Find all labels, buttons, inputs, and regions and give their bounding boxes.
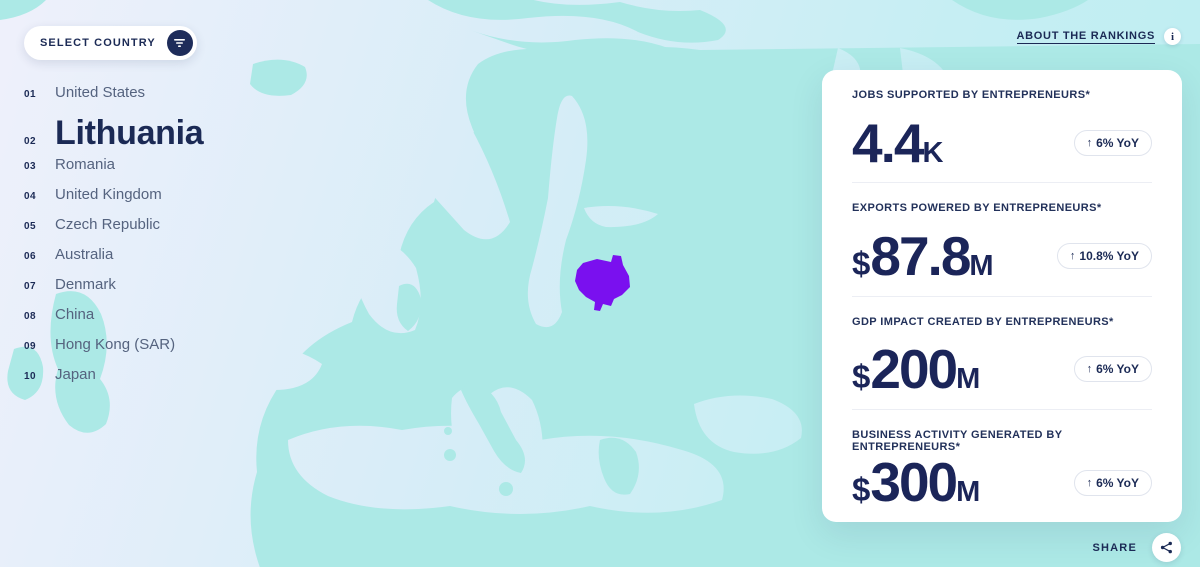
rank-number: 03	[24, 161, 37, 172]
metric-label: JOBS SUPPORTED BY ENTREPRENEURS*	[852, 89, 1091, 101]
rank-country: Denmark	[55, 276, 116, 293]
ranking-item-01[interactable]: 01 United States	[24, 84, 324, 114]
yoy-badge-text: 6% YoY	[1096, 135, 1139, 150]
rank-number: 09	[24, 341, 37, 352]
rank-country: Hong Kong (SAR)	[55, 336, 176, 353]
up-arrow-icon: ↑	[1086, 476, 1093, 489]
ranking-item-09[interactable]: 09 Hong Kong (SAR)	[24, 336, 324, 366]
rank-number: 10	[24, 371, 37, 382]
share-area: SHARE	[1092, 533, 1181, 562]
rank-country: Czech Republic	[55, 216, 161, 233]
rank-country: Australia	[55, 246, 114, 263]
rank-country: Lithuania	[55, 114, 204, 152]
ranking-item-07[interactable]: 07 Denmark	[24, 276, 324, 306]
land-details	[396, 283, 672, 524]
rank-number: 07	[24, 281, 37, 292]
select-country-button[interactable]: SELECT COUNTRY	[24, 26, 197, 60]
filter-icon	[166, 30, 193, 56]
select-country-label: SELECT COUNTRY	[40, 37, 156, 49]
yoy-badge-text: 10.8% YoY	[1079, 249, 1139, 264]
yoy-badge: ↑ 6% YoY	[1073, 469, 1152, 496]
metric-jobs: JOBS SUPPORTED BY ENTREPRENEURS* 4.4K ↑ …	[852, 70, 1152, 182]
yoy-badge-text: 6% YoY	[1096, 362, 1139, 377]
yoy-badge-text: 6% YoY	[1096, 475, 1139, 490]
metric-exports: EXPORTS POWERED BY ENTREPRENEURS* $87.8M…	[852, 182, 1152, 295]
rank-number: 05	[24, 221, 37, 232]
info-icon[interactable]: i	[1164, 28, 1181, 45]
bottom-strip	[0, 567, 1200, 573]
rank-country: United States	[55, 84, 146, 101]
ranking-item-04[interactable]: 04 United Kingdom	[24, 186, 324, 216]
share-button[interactable]	[1152, 533, 1181, 562]
ranking-item-02-selected[interactable]: 02 Lithuania	[24, 114, 324, 156]
rank-number: 06	[24, 251, 37, 262]
rank-country: Japan	[55, 366, 96, 383]
metric-value: $200M	[852, 338, 981, 400]
ranking-item-05[interactable]: 05 Czech Republic	[24, 216, 324, 246]
share-icon	[1160, 541, 1173, 554]
rank-country: China	[55, 306, 95, 323]
metric-gdp: GDP IMPACT CREATED BY ENTREPRENEURS* $20…	[852, 295, 1152, 409]
metric-value: $300M	[852, 451, 981, 514]
ranking-item-03[interactable]: 03 Romania	[24, 156, 324, 186]
metric-label: BUSINESS ACTIVITY GENERATED BY ENTREPREN…	[852, 428, 1063, 453]
share-label: SHARE	[1092, 541, 1137, 554]
yoy-badge: ↑ 10.8% YoY	[1056, 243, 1152, 270]
rank-country: United Kingdom	[55, 186, 162, 203]
ranking-item-08[interactable]: 08 China	[24, 306, 324, 336]
rank-number: 08	[24, 311, 37, 322]
metric-value: $87.8M	[852, 224, 994, 287]
metric-business-activity: BUSINESS ACTIVITY GENERATED BY ENTREPREN…	[852, 408, 1152, 522]
country-ranking-list: 01 United States 02 Lithuania 03 Romania…	[24, 84, 324, 396]
rank-number: 01	[24, 89, 37, 100]
metric-label: GDP IMPACT CREATED BY ENTREPRENEURS*	[852, 315, 1114, 328]
about-the-rankings: ABOUT THE RANKINGS i	[1016, 28, 1181, 45]
yoy-badge: ↑ 6% YoY	[1073, 129, 1152, 156]
up-arrow-icon: ↑	[1086, 363, 1093, 376]
rank-country: Romania	[55, 156, 116, 173]
map-country-lithuania[interactable]	[575, 255, 630, 311]
yoy-badge: ↑ 6% YoY	[1073, 356, 1152, 383]
metric-label: EXPORTS POWERED BY ENTREPRENEURS*	[852, 202, 1102, 215]
rank-number: 02	[24, 136, 37, 147]
info-glyph: i	[1170, 30, 1175, 43]
up-arrow-icon: ↑	[1086, 136, 1093, 149]
about-the-rankings-link[interactable]: ABOUT THE RANKINGS	[1016, 29, 1155, 44]
up-arrow-icon: ↑	[1069, 250, 1076, 263]
rank-number: 04	[24, 191, 37, 202]
ranking-item-06[interactable]: 06 Australia	[24, 246, 324, 276]
country-stats-card: JOBS SUPPORTED BY ENTREPRENEURS* 4.4K ↑ …	[822, 70, 1182, 522]
ranking-item-10[interactable]: 10 Japan	[24, 366, 324, 396]
metric-value: 4.4K	[852, 111, 944, 174]
